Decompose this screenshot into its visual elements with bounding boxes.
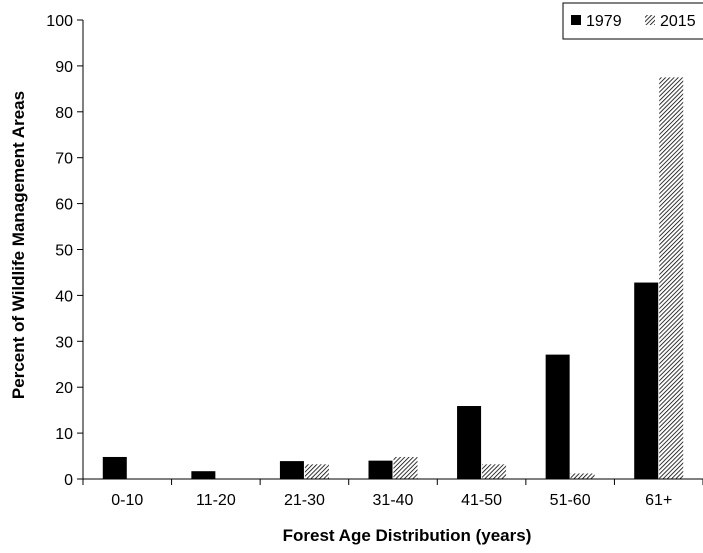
bar-1979-31-40 <box>368 460 393 479</box>
bar-1979-0-10 <box>102 456 127 479</box>
y-axis-ticks: 0 10 20 30 40 50 60 70 80 90 100 <box>46 13 83 489</box>
bar-2015-31-40 <box>393 456 418 479</box>
bar-2015-51-60 <box>570 473 595 479</box>
x-tick-label: 21-30 <box>284 492 325 509</box>
y-tick-label: 80 <box>55 105 73 122</box>
x-tick-label: 51-60 <box>550 492 591 509</box>
legend-label-1979: 1979 <box>586 13 622 30</box>
y-tick-label: 20 <box>55 380 73 397</box>
bar-1979-11-20 <box>191 471 216 479</box>
y-tick-label: 70 <box>55 151 73 168</box>
bar-1979-61+ <box>634 282 659 479</box>
x-tick-label: 61+ <box>645 492 672 509</box>
x-tick-label: 31-40 <box>373 492 414 509</box>
legend: 1979 2015 <box>562 2 703 40</box>
legend-box <box>562 2 703 40</box>
y-tick-label: 10 <box>55 426 73 443</box>
y-tick-label: 100 <box>46 13 73 30</box>
x-tick-label: 41-50 <box>461 492 502 509</box>
bar-2015-41-50 <box>482 464 507 479</box>
x-tick-label: 0-10 <box>111 492 143 509</box>
y-tick-label: 30 <box>55 334 73 351</box>
x-tick-label: 11-20 <box>196 492 236 509</box>
y-tick-label: 40 <box>55 288 73 305</box>
x-axis-ticks: 0-10 11-20 21-30 31-40 41-50 51-60 61+ <box>82 479 703 509</box>
bar-1979-41-50 <box>457 406 482 479</box>
legend-swatch-1979 <box>571 15 581 25</box>
legend-swatch-2015 <box>645 15 655 25</box>
y-axis-title: Percent of Wildlife Management Areas <box>9 91 28 399</box>
bar-1979-51-60 <box>545 354 570 479</box>
legend-label-2015: 2015 <box>660 13 696 30</box>
x-axis-title: Forest Age Distribution (years) <box>283 526 532 545</box>
bars <box>102 77 684 479</box>
y-tick-label: 0 <box>64 472 73 489</box>
y-tick-label: 50 <box>55 243 73 260</box>
bar-2015-21-30 <box>304 464 329 479</box>
y-tick-label: 90 <box>55 59 73 76</box>
y-tick-label: 60 <box>55 197 73 214</box>
bar-1979-21-30 <box>279 461 304 479</box>
bar-2015-61+ <box>659 77 684 479</box>
